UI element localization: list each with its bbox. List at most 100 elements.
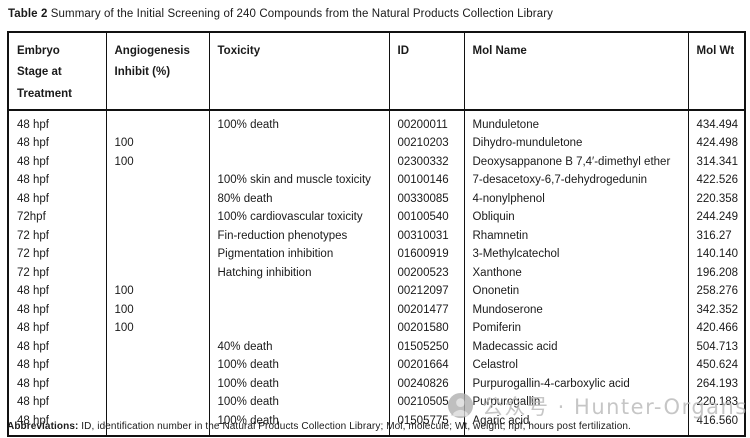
cell-stage: 72 hpf bbox=[17, 229, 49, 242]
column-header-angiogenesis-inhibit: Angiogenesis Inhibit (%) bbox=[105, 32, 209, 111]
cell-inhibit bbox=[105, 411, 209, 437]
cell-mol-name: Obliquin bbox=[463, 208, 688, 227]
cell-stage: 48 hpf bbox=[17, 377, 49, 390]
cell-id: 00210505 bbox=[388, 393, 464, 412]
cell-toxicity: Fin-reduction phenotypes bbox=[208, 226, 389, 246]
column-header-embryo-stage: Embryo Stage at Treatment bbox=[8, 32, 106, 111]
summary-table: Embryo Stage at Treatment Angiogenesis I… bbox=[7, 31, 746, 438]
cell-inhibit bbox=[105, 226, 209, 246]
cell-mol-name: Agaric acid bbox=[463, 411, 688, 437]
cell-stage: 48 hpf bbox=[17, 118, 49, 131]
cell-mol-wt: 420.466 bbox=[687, 319, 745, 338]
table-row: 48 hpf 100 00212097 Ononetin 258.276 bbox=[8, 282, 745, 301]
cell-mol-wt: 504.713 bbox=[687, 337, 745, 357]
column-header-toxicity: Toxicity bbox=[208, 32, 389, 111]
cell-mol-name: Xanthone bbox=[463, 263, 688, 283]
cell-mol-name: 3-Methylcatechol bbox=[463, 245, 688, 264]
cell-mol-name: 7-desacetoxy-6,7-dehydrogedunin bbox=[463, 171, 688, 190]
cell-stage: 48 hpf bbox=[17, 174, 49, 187]
cell-stage: 72hpf bbox=[17, 211, 46, 224]
cell-mol-wt: 258.276 bbox=[687, 282, 745, 301]
cell-id: 00240826 bbox=[388, 374, 464, 394]
cell-mol-wt: 264.193 bbox=[687, 374, 745, 394]
abbreviations-label: Abbreviations: bbox=[7, 421, 79, 432]
cell-stage: 48 hpf bbox=[17, 137, 49, 150]
table-row: 72 hpf Fin-reduction phenotypes 00310031 Rh… bbox=[8, 226, 745, 246]
cell-mol-name: Purpurogallin bbox=[463, 393, 688, 412]
abbreviations-footnote: Abbreviations: ID, identification number… bbox=[7, 421, 631, 432]
cell-mol-name: 4-nonylphenol bbox=[463, 189, 688, 209]
summary-table-container: Embryo Stage at Treatment Angiogenesis I… bbox=[7, 31, 746, 438]
cell-id: 00201664 bbox=[388, 356, 464, 375]
cell-id: 00201477 bbox=[388, 300, 464, 320]
table-row: 48 hpf 100 00201580 Pomiferin 420.466 bbox=[8, 319, 745, 338]
cell-mol-wt: 424.498 bbox=[687, 134, 745, 153]
cell-toxicity bbox=[208, 134, 389, 153]
column-header-mol-wt: Mol Wt bbox=[687, 32, 745, 111]
cell-stage: 48 hpf bbox=[17, 359, 49, 372]
cell-inhibit bbox=[105, 189, 209, 209]
cell-id: 00210203 bbox=[388, 134, 464, 153]
cell-mol-wt: 416.560 bbox=[687, 411, 745, 437]
table-row: 48 hpf 100 00201477 Mundoserone 342.352 bbox=[8, 300, 745, 320]
cell-id: 00212097 bbox=[388, 282, 464, 301]
table-caption-label: Table 2 bbox=[8, 8, 48, 20]
column-header-id: ID bbox=[388, 32, 464, 111]
cell-id: 00200523 bbox=[388, 263, 464, 283]
cell-mol-wt: 140.140 bbox=[687, 245, 745, 264]
cell-stage: 48 hpf bbox=[17, 285, 49, 298]
cell-mol-name: Ononetin bbox=[463, 282, 688, 301]
table-header-row: Embryo Stage at Treatment Angiogenesis I… bbox=[8, 32, 745, 111]
cell-stage: 72 hpf bbox=[17, 248, 49, 261]
cell-toxicity: 100% skin and muscle toxicity bbox=[208, 171, 389, 190]
cell-inhibit bbox=[105, 245, 209, 264]
abbreviations-text: ID, identification number in the Natural… bbox=[78, 421, 631, 432]
cell-inhibit: 100 bbox=[105, 300, 209, 320]
cell-mol-name: Deoxysappanone B 7,4′-dimethyl ether bbox=[463, 152, 688, 172]
cell-toxicity bbox=[208, 300, 389, 320]
cell-mol-wt: 434.494 bbox=[687, 109, 745, 135]
cell-inhibit bbox=[105, 208, 209, 227]
cell-id: 02300332 bbox=[388, 152, 464, 172]
cell-toxicity bbox=[208, 152, 389, 172]
cell-inhibit bbox=[105, 109, 209, 135]
cell-toxicity: 100% death bbox=[208, 393, 389, 412]
cell-toxicity bbox=[208, 319, 389, 338]
cell-mol-wt: 244.249 bbox=[687, 208, 745, 227]
cell-mol-name: Madecassic acid bbox=[463, 337, 688, 357]
cell-mol-name: Pomiferin bbox=[463, 319, 688, 338]
cell-inhibit: 100 bbox=[105, 134, 209, 153]
cell-mol-wt: 220.358 bbox=[687, 189, 745, 209]
cell-stage: 48 hpf bbox=[17, 155, 49, 168]
column-header-mol-name: Mol Name bbox=[463, 32, 688, 111]
table-row: 48 hpf 100% death 00200011 Munduletone 434.4… bbox=[8, 109, 745, 135]
cell-stage: 72 hpf bbox=[17, 266, 49, 279]
cell-id: 01600919 bbox=[388, 245, 464, 264]
cell-stage: 48 hpf bbox=[17, 322, 49, 335]
cell-mol-wt: 316.27 bbox=[687, 226, 745, 246]
cell-id: 00330085 bbox=[388, 189, 464, 209]
table-caption: Table 2 Summary of the Initial Screening… bbox=[8, 8, 553, 20]
cell-id: 00310031 bbox=[388, 226, 464, 246]
cell-mol-name: Dihydro-munduletone bbox=[463, 134, 688, 153]
table-row: 48 hpf 80% death 00330085 4-nonylphenol 220.… bbox=[8, 189, 745, 209]
cell-toxicity: Pigmentation inhibition bbox=[208, 245, 389, 264]
cell-stage: 48 hpf bbox=[17, 340, 49, 353]
table-row: 72 hpf Pigmentation inhibition 01600919 3-M… bbox=[8, 245, 745, 264]
cell-id: 00100540 bbox=[388, 208, 464, 227]
cell-mol-wt: 450.624 bbox=[687, 356, 745, 375]
cell-inhibit bbox=[105, 356, 209, 375]
cell-mol-name: Purpurogallin-4-carboxylic acid bbox=[463, 374, 688, 394]
cell-toxicity: 80% death bbox=[208, 189, 389, 209]
cell-inhibit bbox=[105, 171, 209, 190]
table-row: 48 hpf 100% death 00210505 Purpurogallin 220… bbox=[8, 393, 745, 412]
cell-inhibit: 100 bbox=[105, 319, 209, 338]
table-row: 48 hpf 100 02300332 Deoxysappanone B 7,4′-d… bbox=[8, 152, 745, 172]
cell-mol-wt: 220.183 bbox=[687, 393, 745, 412]
cell-mol-name: Mundoserone bbox=[463, 300, 688, 320]
cell-toxicity: 100% death bbox=[208, 356, 389, 375]
cell-mol-wt: 314.341 bbox=[687, 152, 745, 172]
table-row: 48 hpf 100% skin and muscle toxicity 00100… bbox=[8, 171, 745, 190]
table-row: 48 hpf 40% death 01505250 Madecassic acid 50… bbox=[8, 337, 745, 357]
cell-toxicity: Hatching inhibition bbox=[208, 263, 389, 283]
